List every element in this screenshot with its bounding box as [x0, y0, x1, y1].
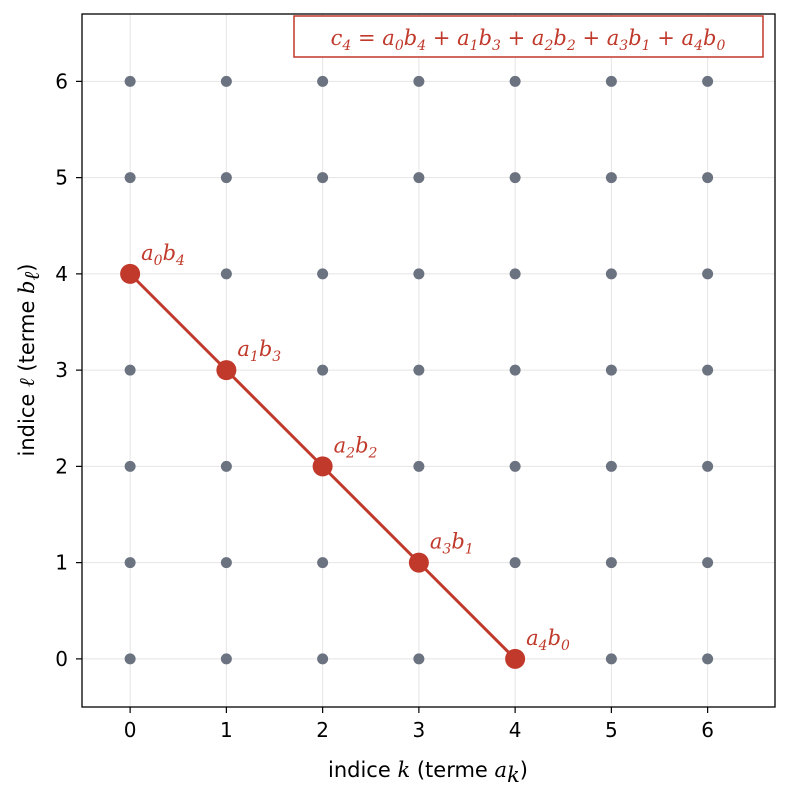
point-label-0-4: a0b4 [141, 241, 185, 269]
grid-point-2-4 [317, 268, 329, 280]
point-label-3-1: a3b1 [430, 530, 474, 558]
x-axis-label-mid: (terme [410, 758, 494, 782]
y-axis-label-var: ℓ [15, 378, 39, 387]
highlight-point-0-4 [120, 263, 141, 284]
grid-point-3-3 [413, 364, 425, 376]
grid-point-0-3 [124, 364, 136, 376]
y-tick-label-4: 4 [55, 262, 68, 286]
grid-point-2-0 [317, 653, 329, 665]
highlight-point-3-1 [408, 552, 429, 573]
formula-text: c4 = a0b4 + a1b3 + a2b2 + a3b1 + a4b0 [331, 26, 726, 54]
grid-point-4-5 [509, 172, 521, 184]
y-tick-label-5: 5 [55, 166, 68, 190]
formula-box-border [293, 15, 764, 58]
grid-point-0-6 [124, 75, 136, 87]
x-tick-label-5: 5 [605, 718, 618, 742]
grid-point-2-3 [317, 364, 329, 376]
x-axis-label: indice k (terme ak) [328, 758, 528, 787]
grid-point-3-0 [413, 653, 425, 665]
point-label-2-2: a2b2 [334, 433, 378, 461]
y-axis-label-prefix: indice [15, 387, 39, 456]
highlight-point-2-2 [312, 456, 333, 477]
y-tick-label-3: 3 [55, 358, 68, 382]
x-tick-label-1: 1 [220, 718, 233, 742]
grid-point-5-1 [605, 557, 617, 569]
grid-point-0-2 [124, 460, 136, 472]
y-axis-label: indice ℓ (terme bℓ) [15, 264, 44, 457]
x-axis-label-suffix: ) [520, 758, 528, 782]
x-tick-label-2: 2 [316, 718, 329, 742]
grid-dots [124, 75, 714, 665]
grid-point-5-0 [605, 653, 617, 665]
y-tick-label-6: 6 [55, 69, 68, 93]
grid-point-6-5 [702, 172, 714, 184]
highlight-series: a0b4 a1b3 a2b2 a3b1 a4b0 [120, 241, 570, 669]
grid-point-1-0 [220, 653, 232, 665]
grid-point-5-6 [605, 75, 617, 87]
grid-point-1-2 [220, 460, 232, 472]
point-label-4-0: a4b0 [526, 626, 570, 654]
y-axis-label-mid: (terme [15, 294, 39, 378]
x-tick-label-0: 0 [124, 718, 137, 742]
y-axis-label-term: b [15, 280, 39, 293]
grid-point-2-5 [317, 172, 329, 184]
grid-point-4-4 [509, 268, 521, 280]
y-ticks: 0 1 2 3 4 5 6 [55, 69, 82, 671]
y-axis-label-suffix: ) [15, 264, 39, 272]
grid-point-0-5 [124, 172, 136, 184]
y-tick-label-1: 1 [55, 551, 68, 575]
grid-point-2-6 [317, 75, 329, 87]
x-axis-label-var: k [397, 758, 410, 782]
x-ticks: 0 1 2 3 4 5 6 [124, 707, 714, 742]
grid-point-6-0 [702, 653, 714, 665]
grid-point-6-3 [702, 364, 714, 376]
point-label-1-3: a1b3 [237, 337, 281, 365]
grid-point-3-2 [413, 460, 425, 472]
grid-point-6-2 [702, 460, 714, 472]
y-tick-label-0: 0 [55, 647, 68, 671]
grid-point-5-3 [605, 364, 617, 376]
y-tick-label-2: 2 [55, 454, 68, 478]
grid-point-5-4 [605, 268, 617, 280]
grid-point-4-2 [509, 460, 521, 472]
x-axis-label-sub: k [507, 763, 520, 787]
x-axis-label-term: a [495, 758, 508, 782]
grid-point-1-5 [220, 172, 232, 184]
grid-point-1-6 [220, 75, 232, 87]
x-tick-label-4: 4 [509, 718, 522, 742]
grid-point-5-2 [605, 460, 617, 472]
grid-point-3-4 [413, 268, 425, 280]
plot-frame [81, 13, 776, 708]
grid-point-4-1 [509, 557, 521, 569]
grid-point-6-6 [702, 75, 714, 87]
grid-point-6-4 [702, 268, 714, 280]
grid-point-0-0 [124, 653, 136, 665]
highlight-point-4-0 [505, 648, 526, 669]
grid-point-6-1 [702, 557, 714, 569]
highlight-point-1-3 [216, 360, 237, 381]
grid-point-4-3 [509, 364, 521, 376]
x-tick-label-6: 6 [701, 718, 714, 742]
x-tick-label-3: 3 [413, 718, 426, 742]
x-axis-label-prefix: indice [328, 758, 397, 782]
grid-point-1-4 [220, 268, 232, 280]
y-axis-label-sub: ℓ [20, 271, 44, 280]
grid-point-3-6 [413, 75, 425, 87]
grid-point-3-5 [413, 172, 425, 184]
grid-point-0-1 [124, 557, 136, 569]
grid-lines [82, 14, 775, 707]
grid-point-5-5 [605, 172, 617, 184]
grid-point-2-1 [317, 557, 329, 569]
grid-point-4-6 [509, 75, 521, 87]
grid-point-1-1 [220, 557, 232, 569]
formula-box: c4 = a0b4 + a1b3 + a2b2 + a3b1 + a4b0 [293, 15, 764, 58]
